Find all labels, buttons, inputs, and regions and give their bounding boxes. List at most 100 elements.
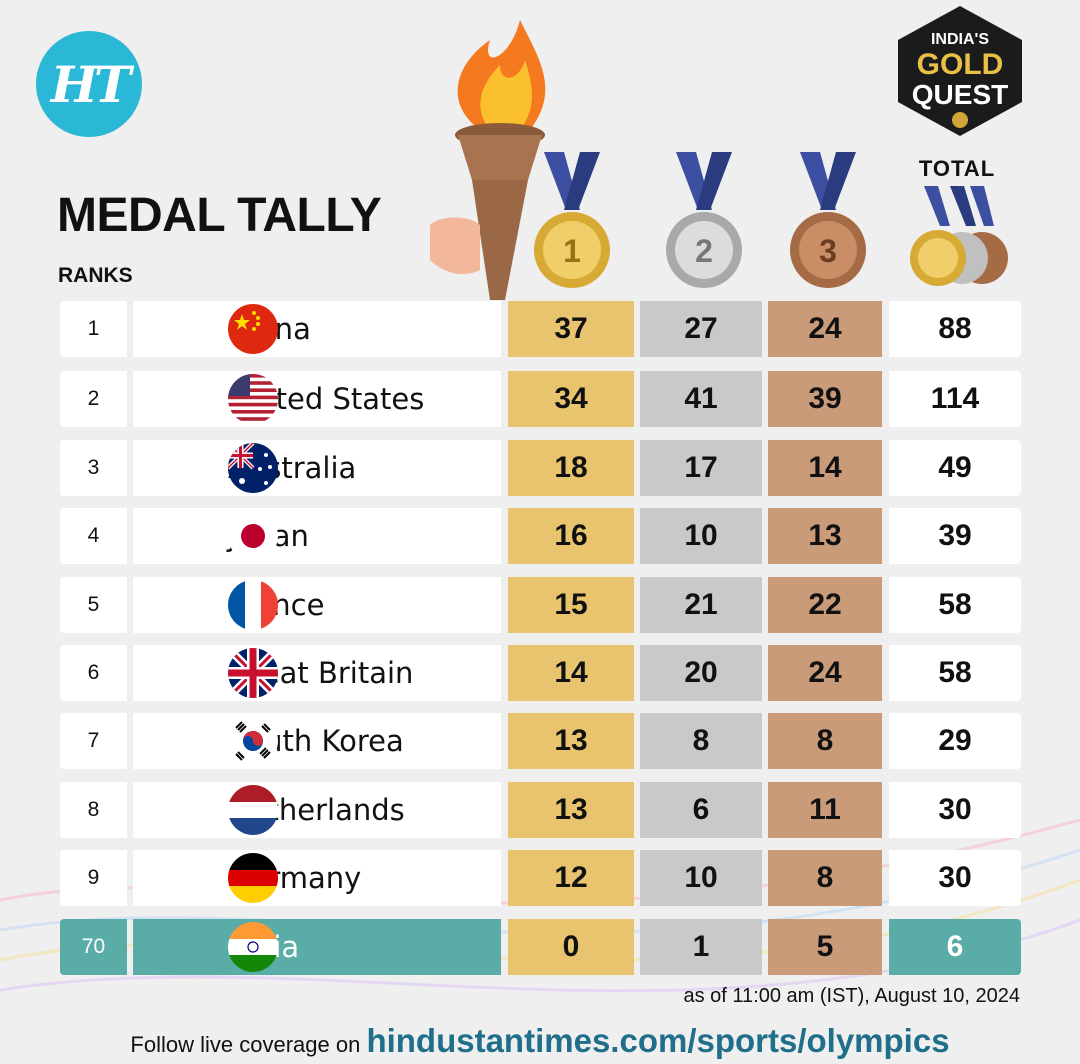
total-count: 58 xyxy=(889,645,1021,701)
china-flag-icon xyxy=(228,304,278,354)
rank-cell: 7 xyxy=(60,713,127,769)
netherlands-flag-icon xyxy=(228,785,278,835)
follow-link[interactable]: hindustantimes.com/sports/olympics xyxy=(366,1022,950,1059)
rank-cell: 5 xyxy=(60,577,127,633)
as-of-timestamp: as of 11:00 am (IST), August 10, 2024 xyxy=(683,985,1021,1007)
table-row: 70India0156 xyxy=(60,919,1021,975)
bronze-count: 13 xyxy=(768,508,882,564)
country-cell: Germany xyxy=(133,850,501,906)
ht-logo-text: HT xyxy=(50,54,131,114)
country-cell: Australia xyxy=(133,440,501,496)
gold-medal-icon: 1 xyxy=(534,152,610,288)
france-flag-icon xyxy=(228,580,278,630)
rank-cell: 9 xyxy=(60,850,127,906)
japan-flag-icon xyxy=(228,511,278,561)
south-korea-flag-icon xyxy=(228,716,278,766)
bronze-count: 39 xyxy=(768,371,882,427)
table-row: 3 Australia 18 17 14 49 xyxy=(60,440,1021,496)
silver-count: 41 xyxy=(640,371,762,427)
gold-count: 0 xyxy=(508,919,634,975)
rank-cell: 1 xyxy=(60,301,127,357)
follow-prefix: Follow live coverage on xyxy=(130,1032,367,1057)
table-row: 2 United States 34 41 39 114 xyxy=(60,371,1021,427)
silver-count: 21 xyxy=(640,577,762,633)
silver-count: 10 xyxy=(640,508,762,564)
bronze-medal-number: 3 xyxy=(819,233,837,269)
total-count: 114 xyxy=(889,371,1021,427)
torch-icon xyxy=(430,20,546,300)
bronze-count: 22 xyxy=(768,577,882,633)
table-row: 6 Great Britain 14 20 24 58 xyxy=(60,645,1021,701)
table-row: 7 South Korea 13 8 8 29 xyxy=(60,713,1021,769)
country-cell: China xyxy=(133,301,501,357)
bronze-count: 24 xyxy=(768,645,882,701)
gold-count: 18 xyxy=(508,440,634,496)
gold-count: 34 xyxy=(508,371,634,427)
rank-cell: 6 xyxy=(60,645,127,701)
india-flag-icon xyxy=(228,922,278,972)
gold-count: 12 xyxy=(508,850,634,906)
total-count: 29 xyxy=(889,713,1021,769)
rank-cell: 4 xyxy=(60,508,127,564)
uk-flag-icon xyxy=(228,648,278,698)
australia-flag-icon xyxy=(228,443,278,493)
country-cell: Great Britain xyxy=(133,645,501,701)
bronze-count: 8 xyxy=(768,850,882,906)
bronze-count: 11 xyxy=(768,782,882,838)
bronze-count: 5 xyxy=(768,919,882,975)
rank-cell: 8 xyxy=(60,782,127,838)
badge-line-1: INDIA'S xyxy=(931,31,989,48)
silver-count: 17 xyxy=(640,440,762,496)
total-count: 30 xyxy=(889,782,1021,838)
gold-count: 14 xyxy=(508,645,634,701)
bronze-count: 24 xyxy=(768,301,882,357)
country-cell: Netherlands xyxy=(133,782,501,838)
total-count: 88 xyxy=(889,301,1021,357)
table-row: 5France15212258 xyxy=(60,577,1021,633)
country-cell: South Korea xyxy=(133,713,501,769)
rank-cell: 2 xyxy=(60,371,127,427)
total-count: 58 xyxy=(889,577,1021,633)
usa-flag-icon xyxy=(228,374,278,424)
silver-count: 10 xyxy=(640,850,762,906)
table-row: 9 Germany 12 10 8 30 xyxy=(60,850,1021,906)
table-row: 1China37272488 xyxy=(60,301,1021,357)
table-row: 8 Netherlands 13 6 11 30 xyxy=(60,782,1021,838)
total-medals-icon xyxy=(910,186,1008,286)
bronze-medal-icon: 3 xyxy=(790,152,866,288)
gold-count: 15 xyxy=(508,577,634,633)
total-count: 49 xyxy=(889,440,1021,496)
ht-logo: HT xyxy=(36,31,142,137)
badge-line-3: QUEST xyxy=(912,79,1008,110)
germany-flag-icon xyxy=(228,853,278,903)
badge-line-2: GOLD xyxy=(917,48,1004,81)
silver-medal-icon: 2 xyxy=(666,152,742,288)
country-cell: Japan xyxy=(133,508,501,564)
gold-count: 13 xyxy=(508,713,634,769)
bronze-count: 8 xyxy=(768,713,882,769)
total-count: 6 xyxy=(889,919,1021,975)
rank-cell: 70 xyxy=(60,919,127,975)
gold-count: 13 xyxy=(508,782,634,838)
total-count: 30 xyxy=(889,850,1021,906)
country-cell: France xyxy=(133,577,501,633)
silver-medal-number: 2 xyxy=(695,233,713,269)
silver-count: 1 xyxy=(640,919,762,975)
silver-count: 6 xyxy=(640,782,762,838)
gold-count: 37 xyxy=(508,301,634,357)
silver-count: 20 xyxy=(640,645,762,701)
footer: Follow live coverage on hindustantimes.c… xyxy=(0,1022,1080,1060)
total-label: TOTAL xyxy=(918,156,996,181)
table-row: 4Japan16101339 xyxy=(60,508,1021,564)
country-cell: United States xyxy=(133,371,501,427)
country-cell: India xyxy=(133,919,501,975)
gold-quest-badge: INDIA'S GOLD QUEST xyxy=(898,6,1022,136)
total-count: 39 xyxy=(889,508,1021,564)
silver-count: 27 xyxy=(640,301,762,357)
bronze-count: 14 xyxy=(768,440,882,496)
ranks-label: RANKS xyxy=(58,264,133,287)
gold-medal-number: 1 xyxy=(563,233,581,269)
page-title: MEDAL TALLY xyxy=(57,189,382,242)
silver-count: 8 xyxy=(640,713,762,769)
gold-count: 16 xyxy=(508,508,634,564)
